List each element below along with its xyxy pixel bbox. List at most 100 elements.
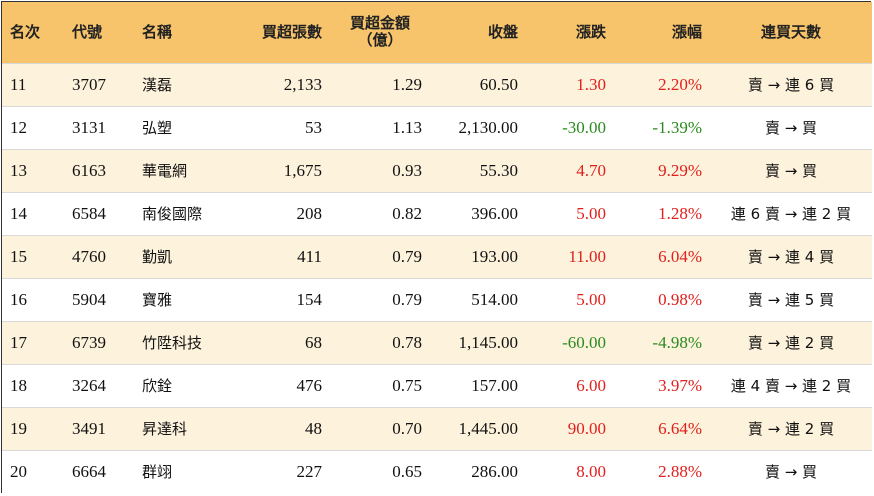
- change-cell: 90.00: [526, 406, 614, 450]
- streak-cell: 連 6 賣 → 連 2 買: [710, 191, 872, 235]
- rank-cell: 16: [2, 277, 64, 321]
- table-header: 名次 代號 名稱 買超張數 買超金額 （億） 收盤 漲跌 漲幅 連買天數: [2, 2, 872, 63]
- net-buy-lots-cell: 411: [234, 234, 330, 278]
- code-cell: 6739: [64, 320, 134, 364]
- change-cell: 1.30: [526, 62, 614, 106]
- change-pct-cell: 2.20%: [614, 62, 710, 106]
- rank-cell: 11: [2, 62, 64, 106]
- net-buy-amount-cell: 0.93: [330, 148, 430, 192]
- table-row: 14 6584 南俊國際 208 0.82 396.00 5.00 1.28% 連 6 賣 → …: [2, 191, 872, 235]
- change-pct-cell: 2.88%: [614, 449, 710, 493]
- name-cell: 昇達科: [134, 406, 234, 450]
- close-cell: 1,445.00: [430, 406, 526, 450]
- header-name: 名稱: [142, 22, 173, 41]
- change-pct-cell: 0.98%: [614, 277, 710, 321]
- net-buy-lots-cell: 2,133: [234, 62, 330, 106]
- name-cell: 弘塑: [134, 105, 234, 149]
- close-cell: 193.00: [430, 234, 526, 278]
- name-cell: 群翊: [134, 449, 234, 493]
- code-cell: 5904: [64, 277, 134, 321]
- close-cell: 396.00: [430, 191, 526, 235]
- change-pct-cell: -1.39%: [614, 105, 710, 149]
- streak-cell: 賣 → 買: [710, 449, 872, 493]
- rank-cell: 15: [2, 234, 64, 278]
- net-buy-lots-cell: 68: [234, 320, 330, 364]
- rank-cell: 17: [2, 320, 64, 364]
- table-row: 18 3264 欣銓 476 0.75 157.00 6.00 3.97% 連 4 賣 → 連 …: [2, 363, 872, 407]
- streak-cell: 賣 → 買: [710, 105, 872, 149]
- change-cell: 8.00: [526, 449, 614, 493]
- close-cell: 1,145.00: [430, 320, 526, 364]
- rank-cell: 13: [2, 148, 64, 192]
- header-code: 代號: [72, 22, 103, 41]
- code-cell: 6664: [64, 449, 134, 493]
- header-rank: 名次: [10, 22, 41, 41]
- close-cell: 157.00: [430, 363, 526, 407]
- header-net-buy-amount: 買超金額 （億）: [330, 2, 430, 63]
- net-buy-lots-cell: 53: [234, 105, 330, 149]
- streak-cell: 賣 → 連 2 買: [710, 406, 872, 450]
- rank-cell: 18: [2, 363, 64, 407]
- net-buy-amount-cell: 0.75: [330, 363, 430, 407]
- streak-cell: 賣 → 連 4 買: [710, 234, 872, 278]
- name-cell: 漢磊: [134, 62, 234, 106]
- close-cell: 286.00: [430, 449, 526, 493]
- change-cell: -60.00: [526, 320, 614, 364]
- change-pct-cell: 6.64%: [614, 406, 710, 450]
- change-cell: -30.00: [526, 105, 614, 149]
- table-row: 11 3707 漢磊 2,133 1.29 60.50 1.30 2.20% 賣 → 連 6 買: [2, 62, 872, 106]
- name-cell: 竹陞科技: [134, 320, 234, 364]
- streak-cell: 賣 → 買: [710, 148, 872, 192]
- name-cell: 欣銓: [134, 363, 234, 407]
- code-cell: 3264: [64, 363, 134, 407]
- streak-cell: 賣 → 連 5 買: [710, 277, 872, 321]
- table-row: 13 6163 華電網 1,675 0.93 55.30 4.70 9.29% 賣 → 買: [2, 148, 872, 192]
- close-cell: 514.00: [430, 277, 526, 321]
- net-buy-lots-cell: 208: [234, 191, 330, 235]
- name-cell: 寶雅: [134, 277, 234, 321]
- streak-cell: 連 4 賣 → 連 2 買: [710, 363, 872, 407]
- net-buy-amount-cell: 0.78: [330, 320, 430, 364]
- header-net-buy-amount-line1: 買超金額: [349, 14, 410, 33]
- table-row: 20 6664 群翊 227 0.65 286.00 8.00 2.88% 賣 → 買: [2, 449, 872, 493]
- streak-cell: 賣 → 連 6 買: [710, 62, 872, 106]
- close-cell: 55.30: [430, 148, 526, 192]
- rank-cell: 12: [2, 105, 64, 149]
- code-cell: 3491: [64, 406, 134, 450]
- change-cell: 4.70: [526, 148, 614, 192]
- close-cell: 60.50: [430, 62, 526, 106]
- code-cell: 6163: [64, 148, 134, 192]
- change-cell: 5.00: [526, 277, 614, 321]
- net-buy-lots-cell: 476: [234, 363, 330, 407]
- change-pct-cell: 6.04%: [614, 234, 710, 278]
- net-buy-amount-cell: 0.79: [330, 234, 430, 278]
- net-buy-amount-cell: 0.65: [330, 449, 430, 493]
- net-buy-amount-cell: 1.13: [330, 105, 430, 149]
- name-cell: 南俊國際: [134, 191, 234, 235]
- table-body: 11 3707 漢磊 2,133 1.29 60.50 1.30 2.20% 賣 → 連 6 買…: [2, 62, 872, 493]
- table-row: 17 6739 竹陞科技 68 0.78 1,145.00 -60.00 -4.98% 賣 → …: [2, 320, 872, 364]
- code-cell: 6584: [64, 191, 134, 235]
- header-change: 漲跌: [575, 22, 606, 41]
- table-row: 12 3131 弘塑 53 1.13 2,130.00 -30.00 -1.39% 賣 → 買: [2, 105, 872, 149]
- net-buy-lots-cell: 1,675: [234, 148, 330, 192]
- header-net-buy-amount-line2: （億）: [357, 31, 403, 50]
- net-buy-amount-cell: 1.29: [330, 62, 430, 106]
- code-cell: 4760: [64, 234, 134, 278]
- rank-cell: 19: [2, 406, 64, 450]
- change-cell: 11.00: [526, 234, 614, 278]
- header-net-buy-lots: 買超張數: [261, 22, 322, 41]
- change-cell: 5.00: [526, 191, 614, 235]
- change-pct-cell: 3.97%: [614, 363, 710, 407]
- name-cell: 勤凱: [134, 234, 234, 278]
- table-row: 15 4760 勤凱 411 0.79 193.00 11.00 6.04% 賣 → 連 4 買: [2, 234, 872, 278]
- header-change-pct: 漲幅: [671, 22, 702, 41]
- rank-cell: 20: [2, 449, 64, 493]
- change-pct-cell: 1.28%: [614, 191, 710, 235]
- change-cell: 6.00: [526, 363, 614, 407]
- net-buy-lots-cell: 48: [234, 406, 330, 450]
- rank-cell: 14: [2, 191, 64, 235]
- header-close: 收盤: [487, 22, 518, 41]
